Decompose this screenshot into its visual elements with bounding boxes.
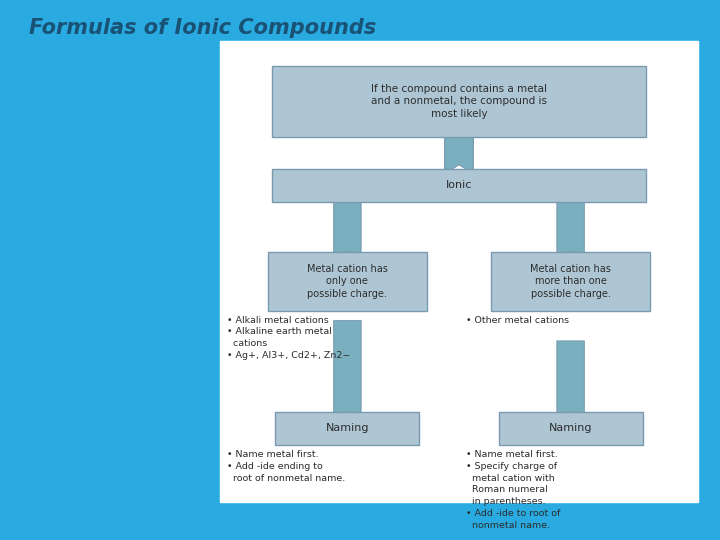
Polygon shape <box>320 321 374 429</box>
Polygon shape <box>544 341 598 429</box>
Text: • Name metal first.
• Specify charge of
  metal cation with
  Roman numeral
  in: • Name metal first. • Specify charge of … <box>467 450 561 530</box>
Text: • Alkali metal cations
• Alkaline earth metal
  cations
• Ag+, Al3+, Cd2+, Zn2−: • Alkali metal cations • Alkaline earth … <box>227 315 350 360</box>
Text: Naming: Naming <box>325 423 369 434</box>
Polygon shape <box>544 201 598 268</box>
Text: Metal cation has
more than one
possible charge.: Metal cation has more than one possible … <box>530 264 611 299</box>
Text: Naming: Naming <box>549 423 593 434</box>
FancyBboxPatch shape <box>271 168 647 201</box>
FancyBboxPatch shape <box>275 412 419 445</box>
Text: • Other metal cations: • Other metal cations <box>467 315 570 325</box>
Polygon shape <box>320 201 374 268</box>
Polygon shape <box>430 137 488 183</box>
Text: Ionic: Ionic <box>446 180 472 190</box>
FancyBboxPatch shape <box>498 412 643 445</box>
FancyBboxPatch shape <box>268 252 426 310</box>
Text: If the compound contains a metal
and a nonmetal, the compound is
most likely: If the compound contains a metal and a n… <box>371 84 547 119</box>
FancyBboxPatch shape <box>220 40 698 502</box>
FancyBboxPatch shape <box>491 252 649 310</box>
Text: • Name metal first.
• Add -ide ending to
  root of nonmetal name.: • Name metal first. • Add -ide ending to… <box>227 450 345 483</box>
FancyBboxPatch shape <box>271 66 647 137</box>
Text: Metal cation has
only one
possible charge.: Metal cation has only one possible charg… <box>307 264 388 299</box>
Text: Formulas of Ionic Compounds: Formulas of Ionic Compounds <box>29 18 376 38</box>
